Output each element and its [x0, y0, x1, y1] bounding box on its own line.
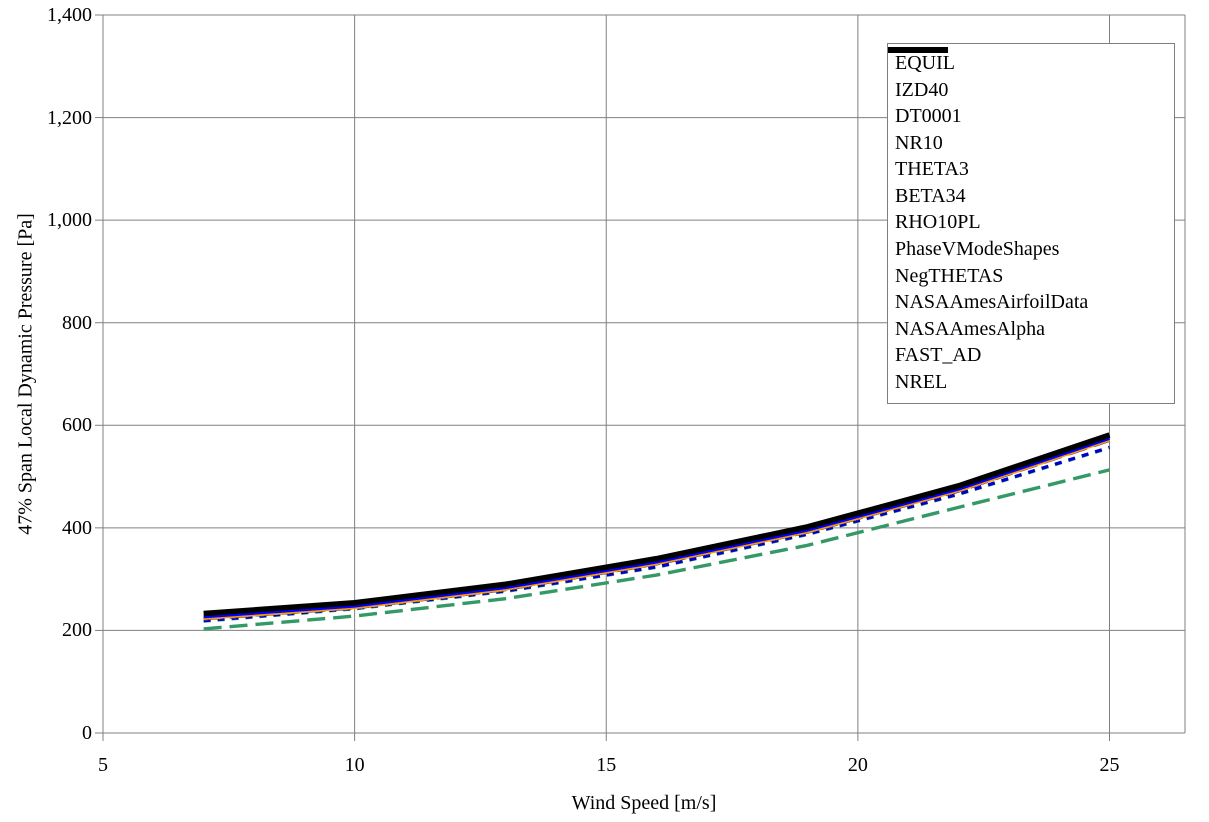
legend-key-line-NREL: [888, 47, 948, 53]
legend-item-NASAAmesAlpha: NASAAmesAlpha: [888, 48, 1168, 340]
legend-label: NegTHETAS: [895, 264, 1004, 287]
series-line-EQUIL: [203, 438, 1111, 621]
y-tick-label-600: 600: [62, 414, 92, 437]
legend-label: PhaseVModeShapes: [895, 238, 1060, 261]
legend-item-FAST_AD: FAST_AD: [888, 48, 1168, 367]
legend-item-PhaseVModeShapes: PhaseVModeShapes: [888, 47, 1168, 261]
legend-item-NREL: NREL: [888, 47, 1168, 393]
y-tick-label-800: 800: [62, 311, 92, 334]
x-axis-title: Wind Speed [m/s]: [571, 792, 717, 814]
y-tick-label-200: 200: [62, 619, 92, 642]
y-tick-label-400: 400: [62, 516, 92, 539]
legend-item-DT0001: DT0001: [888, 48, 1168, 128]
legend-item-NR10: NR10: [888, 48, 1168, 154]
legend-label: BETA34: [895, 184, 966, 207]
legend-label: FAST_AD: [895, 344, 982, 367]
legend-item-NASAAmesAirfoilData: NASAAmesAirfoilData: [888, 48, 1168, 314]
legend-item-IZD40: IZD40: [888, 48, 1168, 101]
legend-label: NASAAmesAlpha: [895, 317, 1045, 340]
y-tick-label-1000: 1,000: [47, 209, 92, 232]
legend-label: THETA3: [895, 158, 969, 181]
legend-label: NASAAmesAirfoilData: [895, 291, 1089, 314]
legend-label: IZD40: [895, 78, 949, 101]
legend-item-BETA34: BETA34: [888, 47, 1168, 207]
series-line-NegTHETAS: [203, 438, 1110, 620]
legend-label: DT0001: [895, 105, 962, 128]
series-line-THETA3: [203, 438, 1111, 621]
axes: [95, 14, 1185, 741]
legend-label: NREL: [895, 370, 948, 393]
series-line-FAST_AD: [203, 437, 1110, 619]
y-tick-label-0: 0: [82, 722, 92, 744]
x-tick-label-15: 15: [596, 754, 617, 776]
series-line-IZD40: [203, 438, 1111, 621]
series-line-PhaseVModeShapes: [203, 438, 1111, 621]
legend-label: RHO10PL: [895, 211, 981, 234]
x-tick-label-20: 20: [847, 754, 868, 776]
legend-label: NR10: [895, 131, 943, 154]
series-line-NR10: [203, 445, 1110, 623]
series-line-DT0001: [203, 446, 1110, 623]
y-axis-title: 47% Span Local Dynamic Pressure [Pa]: [14, 213, 37, 535]
series-line-NASAAmesAlpha: [203, 435, 1110, 617]
legend: EQUIL IZD40 DT0001 NR10 THETA3 BETA34 RHO10PL P…: [887, 43, 1175, 404]
x-tick-label-25: 25: [1099, 754, 1120, 776]
x-tick-label-5: 5: [98, 754, 108, 776]
y-tick-label-1200: 1,200: [47, 106, 92, 129]
legend-label: EQUIL: [895, 52, 955, 74]
x-tick-label-10: 10: [344, 754, 365, 776]
legend-item-THETA3: THETA3: [888, 47, 1168, 181]
series-line-RHO10PL: [203, 468, 1110, 631]
y-tick-label-1400: 1,400: [47, 4, 92, 26]
legend-item-RHO10PL: RHO10PL: [888, 47, 1168, 234]
series-line-BETA34: [203, 438, 1111, 621]
series-line-NREL: [203, 432, 1111, 617]
series-line-NASAAmesAirfoilData: [203, 438, 1110, 620]
legend-item-NegTHETAS: NegTHETAS: [888, 48, 1168, 287]
